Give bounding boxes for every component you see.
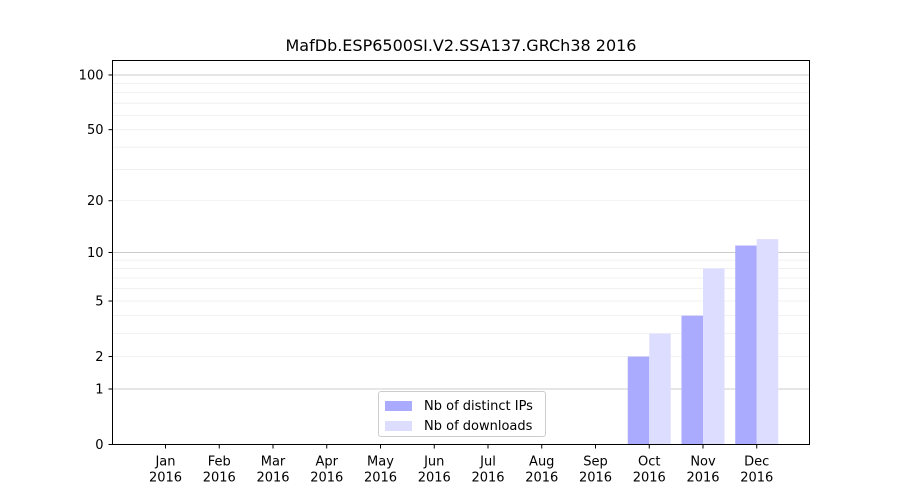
bar-distinct-ips xyxy=(735,245,757,445)
legend-label-distinct-ips: Nb of distinct IPs xyxy=(424,398,533,414)
legend-label-downloads: Nb of downloads xyxy=(424,418,533,434)
y-tick-label: 10 xyxy=(87,246,104,261)
x-tick-label: Sep 2016 xyxy=(579,455,612,486)
legend-item-downloads: Nb of downloads xyxy=(385,416,545,436)
x-tick-label: May 2016 xyxy=(364,455,397,486)
x-tick-label: Jun 2016 xyxy=(418,455,451,486)
bar-downloads xyxy=(649,333,671,445)
chart-title: MafDb.ESP6500SI.V2.SSA137.GRCh38 2016 xyxy=(286,36,637,55)
y-tick-label: 100 xyxy=(79,68,104,83)
x-tick-label: Aug 2016 xyxy=(525,455,558,486)
y-axis: 0 1 2 5 10 20 50 100 xyxy=(79,68,113,453)
legend-swatch-distinct-ips xyxy=(385,401,412,411)
grid-layer xyxy=(112,74,810,390)
x-axis: Jan 2016 Feb 2016 Mar 2016 Apr 2016 May 2016 Jun 20… xyxy=(149,444,773,486)
legend: Nb of distinct IPs Nb of downloads xyxy=(378,391,546,437)
bar-downloads xyxy=(703,268,725,445)
y-tick-label: 20 xyxy=(87,194,104,209)
x-tick-label: Nov 2016 xyxy=(686,455,719,486)
y-tick-label: 50 xyxy=(87,123,104,138)
x-tick-label: Jul 2016 xyxy=(471,455,504,486)
legend-swatch-downloads xyxy=(385,421,412,431)
bar-downloads xyxy=(756,239,779,445)
bar-distinct-ips xyxy=(681,315,703,445)
x-tick-label: Feb 2016 xyxy=(203,455,236,486)
legend-item-distinct-ips: Nb of distinct IPs xyxy=(385,396,545,416)
y-tick-label: 5 xyxy=(95,295,103,310)
y-tick-label: 2 xyxy=(95,350,103,365)
bar-distinct-ips xyxy=(627,356,650,445)
x-tick-label: Dec 2016 xyxy=(740,455,773,486)
x-tick-label: Jan 2016 xyxy=(149,455,182,486)
y-tick-label: 0 xyxy=(95,438,103,453)
x-tick-label: Oct 2016 xyxy=(633,455,666,486)
y-tick-label: 1 xyxy=(95,382,103,397)
x-tick-label: Mar 2016 xyxy=(256,455,289,486)
bars-layer xyxy=(627,239,779,445)
x-tick-label: Apr 2016 xyxy=(310,455,343,486)
